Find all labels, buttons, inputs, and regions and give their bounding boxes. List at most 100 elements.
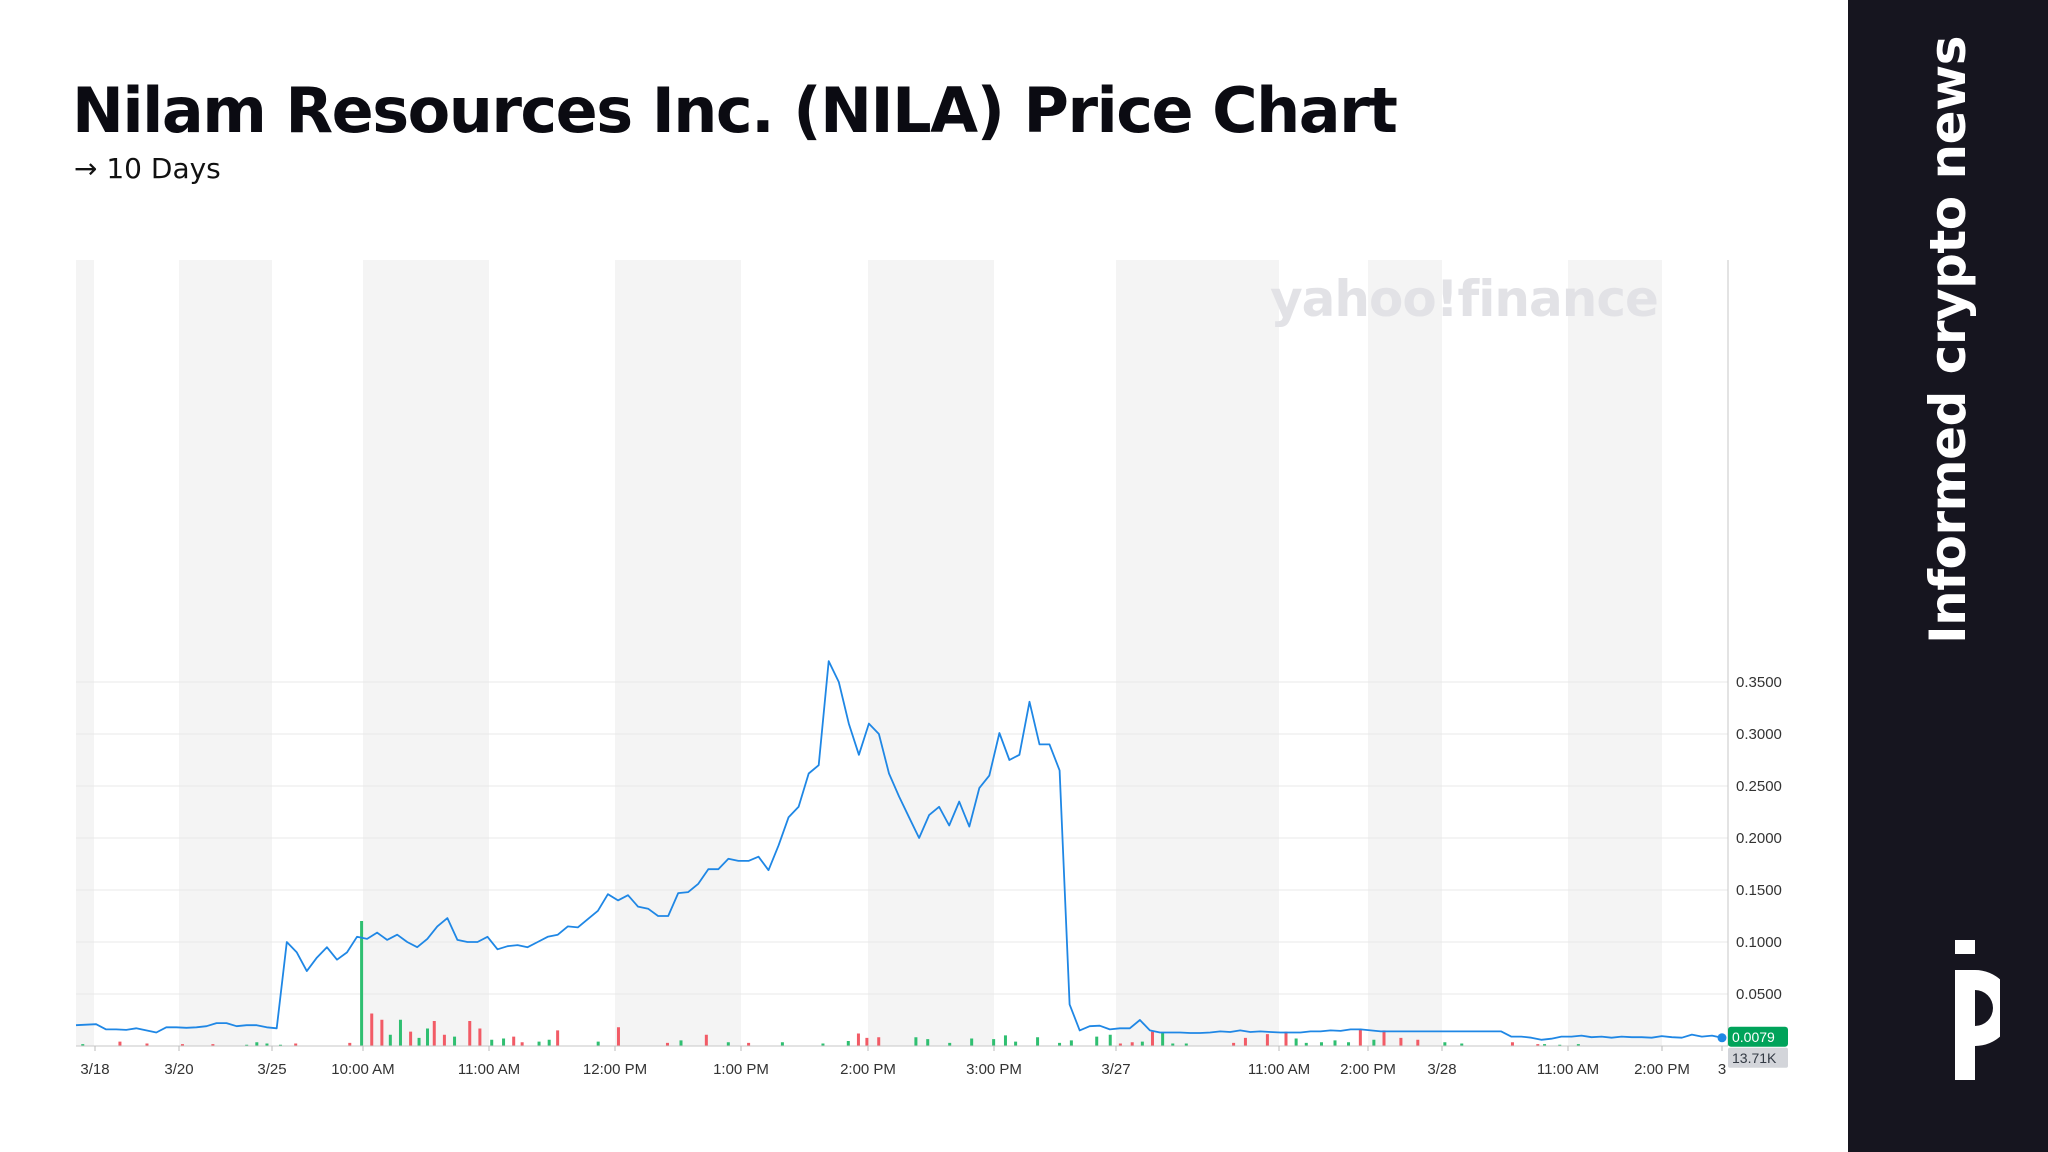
x-tick-label: 3/25 [257, 1061, 286, 1078]
volume-bar [417, 1037, 421, 1046]
volume-bar [1510, 1042, 1514, 1046]
volume-bar [1232, 1042, 1236, 1046]
volume-bar [1150, 1031, 1154, 1046]
price-line [75, 660, 1723, 1041]
volume-bar [665, 1042, 669, 1046]
volume-bar [547, 1039, 551, 1046]
volume-bar [1284, 1031, 1288, 1046]
session-band [615, 260, 741, 1046]
volume-bar [409, 1031, 413, 1046]
volume-bar [1140, 1041, 1144, 1046]
y-tick-label: 0.2500 [1736, 778, 1782, 795]
volume-bar [1333, 1040, 1337, 1046]
volume-bar [453, 1036, 457, 1046]
volume-bar [255, 1042, 259, 1046]
x-tick-label: 12:00 PM [583, 1061, 647, 1078]
volume-bar [81, 1044, 85, 1046]
volume-bar [1003, 1035, 1007, 1046]
price-chart: yahoo!finance 0.3500 0.3000 0.2500 0.2000 0.… [75, 260, 1788, 1078]
volume-bar [992, 1039, 996, 1046]
chart-title: Nilam Resources Inc. (NILA) Price Chart [72, 74, 1398, 147]
volume-bar [616, 1027, 620, 1046]
volume-bar [520, 1042, 524, 1046]
session-band [1368, 260, 1442, 1046]
volume-bar [1095, 1036, 1099, 1046]
x-tick-label: 11:00 AM [458, 1061, 520, 1078]
volume-bar [468, 1021, 472, 1046]
volume-bar [380, 1019, 384, 1046]
y-tick-label: 0.3000 [1736, 726, 1782, 743]
session-band [76, 260, 94, 1046]
y-tick-label: 0.1000 [1736, 934, 1782, 951]
chart-period-subtitle: → 10 Days [74, 152, 221, 185]
volume-bar [970, 1038, 974, 1046]
gridlines [76, 681, 1728, 995]
volume-bar [265, 1043, 269, 1046]
session-band [1116, 260, 1279, 1046]
volume-bar [1416, 1039, 1420, 1046]
session-band [1568, 260, 1662, 1046]
volume-bar [1036, 1037, 1040, 1046]
session-band [363, 260, 489, 1046]
session-shading [76, 260, 1662, 1046]
volume-bar [426, 1028, 430, 1046]
last-volume-tag-label: 13.71K [1732, 1050, 1777, 1066]
brand-tagline: Informed crypto news [1919, 36, 1977, 644]
volume-bar [556, 1030, 560, 1046]
x-tick-label: 2:00 PM [1340, 1061, 1396, 1078]
volume-bar [490, 1039, 494, 1046]
volume-bar [1069, 1040, 1073, 1046]
volume-bar [278, 1044, 282, 1046]
volume-bars [81, 921, 1580, 1046]
volume-bar [245, 1044, 249, 1046]
y-tick-label: 0.3500 [1736, 674, 1782, 691]
y-axis-ticks: 0.3500 0.3000 0.2500 0.2000 0.1500 0.1000 0.05… [1736, 674, 1782, 1003]
last-price-tag [1728, 1026, 1788, 1047]
volume-bar [877, 1037, 881, 1046]
volume-bar [537, 1041, 541, 1046]
volume-bar [846, 1041, 850, 1046]
volume-bar [926, 1039, 930, 1046]
volume-bar [780, 1042, 784, 1046]
volume-bar [948, 1042, 952, 1046]
volume-bar [1372, 1039, 1376, 1046]
volume-bar [145, 1043, 149, 1046]
x-tick-label: 3:00 PM [966, 1061, 1022, 1078]
volume-bar [856, 1033, 860, 1046]
volume-bar [1443, 1042, 1447, 1046]
volume-bar [1184, 1043, 1188, 1046]
volume-bar [1130, 1042, 1134, 1046]
volume-bar [1399, 1037, 1403, 1046]
x-tick-label: 1:00 PM [713, 1061, 769, 1078]
volume-bar [370, 1013, 374, 1046]
volume-bar [442, 1034, 446, 1046]
volume-bar [294, 1043, 298, 1046]
volume-bar [1243, 1037, 1247, 1046]
last-price-tag-label: 0.0079 [1732, 1029, 1775, 1045]
x-tick-label: 11:00 AM [1248, 1061, 1310, 1078]
volume-bar [1108, 1034, 1112, 1046]
volume-bar [1460, 1043, 1464, 1046]
volume-bar [1382, 1030, 1386, 1046]
last-volume-tag [1728, 1047, 1788, 1068]
volume-bar [679, 1040, 683, 1046]
volume-bar [1171, 1043, 1175, 1046]
x-tick-label: 3 [1718, 1061, 1726, 1078]
volume-bar [1536, 1044, 1540, 1046]
y-tick-label: 0.2000 [1736, 830, 1782, 847]
volume-bar [1058, 1042, 1062, 1046]
volume-bar [704, 1034, 708, 1046]
x-tick-label: 10:00 AM [331, 1061, 394, 1078]
volume-bar [211, 1044, 215, 1046]
volume-bar [1014, 1041, 1018, 1046]
volume-bar [726, 1042, 730, 1046]
session-band [179, 260, 272, 1046]
x-tick-label: 3/20 [164, 1061, 193, 1078]
volume-bar [1543, 1044, 1547, 1046]
last-price-marker [1717, 1033, 1727, 1043]
volume-bar [1558, 1044, 1562, 1046]
volume-bar [118, 1041, 122, 1046]
volume-bar [348, 1042, 352, 1046]
yahoo-finance-watermark: yahoo!finance [1270, 270, 1658, 328]
volume-bar [821, 1043, 825, 1046]
